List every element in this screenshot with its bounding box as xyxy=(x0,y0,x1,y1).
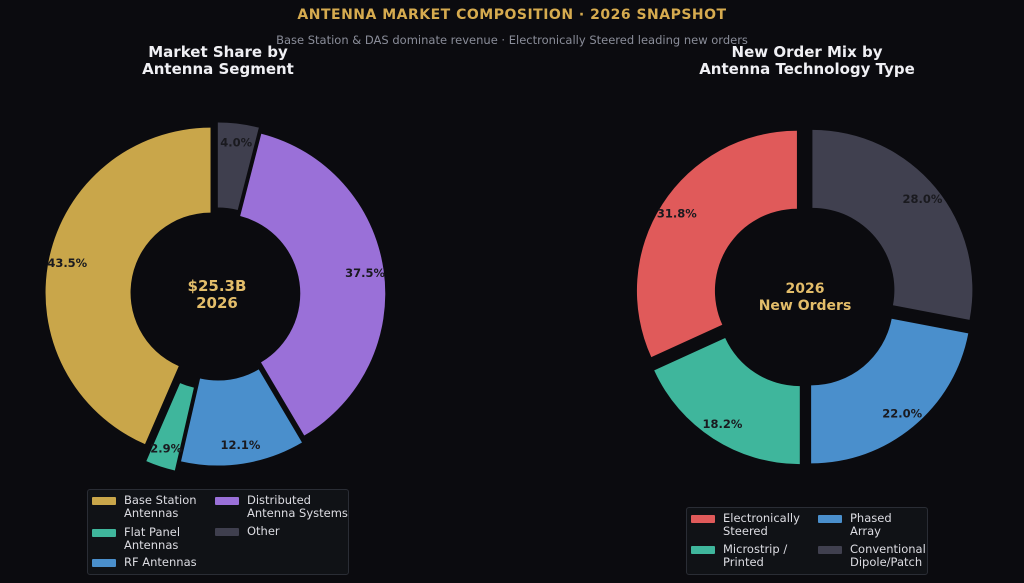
chart-title-market-share: Market Share by Antenna Segment xyxy=(28,44,408,78)
donut0-center-label-1: 2026 xyxy=(196,294,238,312)
donut1-slice-1 xyxy=(654,338,800,465)
donut0-slice-1 xyxy=(146,383,194,471)
leg1-item-4: Other xyxy=(215,525,280,538)
donut1-data-label-0: 31.8% xyxy=(657,207,697,221)
leg2-swatch-2 xyxy=(818,515,842,523)
donut1-center-label-1: New Orders xyxy=(759,298,852,314)
donut1-slice-2 xyxy=(811,318,969,464)
donut1-slice-3 xyxy=(812,129,973,320)
leg2-item-2: Phased Array xyxy=(818,512,892,538)
leg1-swatch-4 xyxy=(215,528,239,536)
donut0-data-label-3: 37.5% xyxy=(345,266,385,280)
leg2-swatch-3 xyxy=(818,546,842,554)
leg1-item-2: RF Antennas xyxy=(92,556,197,569)
t1-line-1: Antenna Segment xyxy=(142,60,294,78)
t2-line-0: New Order Mix by xyxy=(731,43,883,61)
donut1-slice-0 xyxy=(636,130,797,358)
donut0-data-label-2: 12.1% xyxy=(220,438,260,452)
donut0-slice-2 xyxy=(181,369,303,466)
leg1-label-0: Base Station Antennas xyxy=(124,493,197,520)
leg1-item-0: Base Station Antennas xyxy=(92,494,197,520)
donut0-slice-3 xyxy=(240,133,386,436)
donut1-data-label-2: 22.0% xyxy=(882,406,922,420)
donut1-data-label-1: 18.2% xyxy=(703,417,743,431)
legend-market-share: Base Station Antennas Flat Panel Antennas… xyxy=(87,489,349,575)
leg2-item-1: Microstrip / Printed xyxy=(691,543,787,569)
donut0-data-label-1: 2.9% xyxy=(150,442,182,456)
leg1-label-3: Distributed Antenna Systems xyxy=(247,493,348,520)
leg2-label-3: Conventional Dipole/Patch xyxy=(850,542,926,569)
leg2-label-0: Electronically Steered xyxy=(723,511,800,538)
leg2-swatch-0 xyxy=(691,515,715,523)
leg2-swatch-1 xyxy=(691,546,715,554)
donut1-data-label-3: 28.0% xyxy=(903,192,943,206)
leg1-swatch-0 xyxy=(92,497,116,505)
super-subtitle: Base Station & DAS dominate revenue · El… xyxy=(276,33,748,47)
leg1-swatch-1 xyxy=(92,529,116,537)
t1-line-0: Market Share by xyxy=(148,43,288,61)
donut1-center-label-0: 2026 xyxy=(786,281,825,297)
leg2-item-0: Electronically Steered xyxy=(691,512,800,538)
donut0-slice-4 xyxy=(217,122,259,210)
super-title: ANTENNA MARKET COMPOSITION · 2026 SNAPSH… xyxy=(297,7,727,23)
leg1-item-1: Flat Panel Antennas xyxy=(92,526,180,552)
donut0-slice-0 xyxy=(45,127,211,445)
donut0-data-label-4: 4.0% xyxy=(220,135,252,149)
leg2-item-3: Conventional Dipole/Patch xyxy=(818,543,926,569)
leg1-label-1: Flat Panel Antennas xyxy=(124,525,181,552)
leg1-label-2: RF Antennas xyxy=(124,555,197,569)
leg2-label-1: Microstrip / Printed xyxy=(723,542,788,569)
leg1-swatch-2 xyxy=(92,559,116,567)
leg1-item-3: Distributed Antenna Systems xyxy=(215,494,348,520)
leg1-swatch-3 xyxy=(215,497,239,505)
leg1-label-4: Other xyxy=(247,524,280,538)
leg2-label-2: Phased Array xyxy=(850,511,892,538)
donut0-center-label-0: $25.3B xyxy=(188,277,247,295)
chart-title-new-order-mix: New Order Mix by Antenna Technology Type xyxy=(617,44,997,78)
t2-line-1: Antenna Technology Type xyxy=(699,60,915,78)
donut0-data-label-0: 43.5% xyxy=(47,256,87,270)
legend-new-order-mix: Electronically Steered Microstrip / Print… xyxy=(686,507,928,575)
